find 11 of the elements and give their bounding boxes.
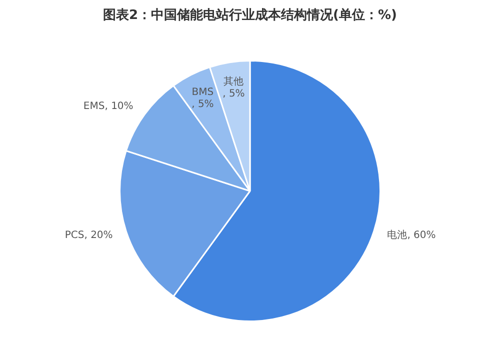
data-label: , 5% (192, 98, 214, 110)
slice-label: BMS (192, 86, 214, 98)
data-label: , 60% (407, 230, 436, 242)
data-label: , 20% (84, 230, 113, 242)
slice-label: 其他 (224, 76, 244, 88)
chart-title: 图表2：中国储能电站行业成本结构情况(单位：%) (102, 7, 398, 24)
data-label: , 5% (222, 88, 245, 100)
slice-label: EMS (83, 100, 105, 112)
data-label: , 10% (104, 100, 134, 112)
slice-label: 电池 (387, 229, 408, 242)
slice-label: PCS (64, 230, 84, 242)
